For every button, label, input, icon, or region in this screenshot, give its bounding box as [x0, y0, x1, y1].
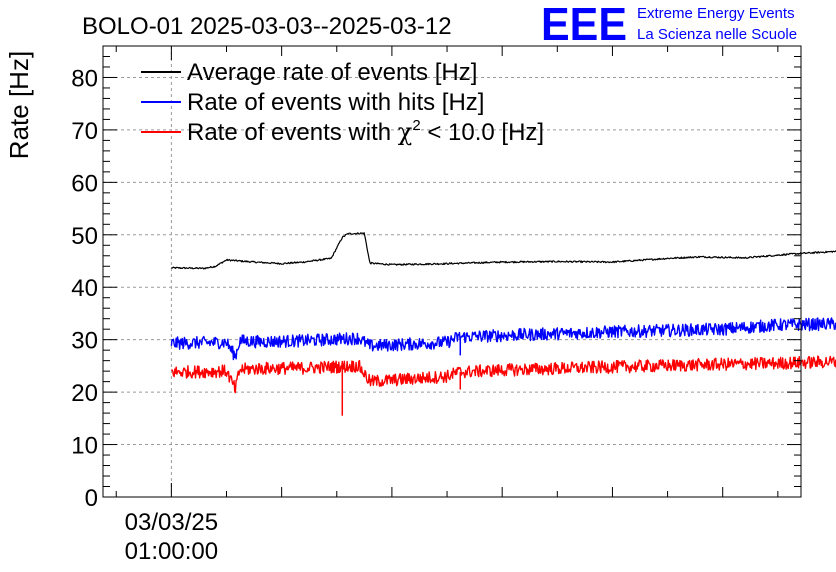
y-tick-label: 40	[71, 275, 98, 302]
series-layer	[170, 232, 836, 416]
axes: 0102030405060708003/03/2501:00:0010/03/2…	[71, 45, 802, 565]
logo-line-1: Extreme Energy Events	[637, 5, 795, 22]
grid	[103, 46, 801, 497]
y-tick-label: 60	[71, 170, 98, 197]
y-tick-label: 10	[71, 433, 98, 460]
x-tick-label-time: 01:00:00	[125, 538, 218, 565]
chart-title: BOLO-01 2025-03-03--2025-03-12	[82, 13, 452, 40]
plot-frame	[102, 45, 802, 498]
y-tick-label: 30	[71, 328, 98, 355]
eee-logo: EEE	[541, 0, 627, 50]
y-tick-label: 0	[85, 485, 98, 512]
y-axis-label: Rate [Hz]	[4, 51, 34, 159]
y-tick-label: 50	[71, 223, 98, 250]
logo-line-2: La Scienza nelle Scuole	[637, 26, 797, 43]
legend-label-chi2: Rate of events with χ2 < 10.0 [Hz]	[187, 117, 544, 146]
x-tick-label-date: 03/03/25	[125, 509, 218, 536]
series-line-chi2	[170, 355, 836, 393]
y-tick-label: 80	[71, 65, 98, 92]
legend-label-hits: Rate of events with hits [Hz]	[187, 89, 484, 116]
series-line-average	[170, 232, 836, 270]
legend: Average rate of events [Hz] Rate of event…	[141, 59, 544, 146]
y-tick-label: 20	[71, 380, 98, 407]
y-tick-label: 70	[71, 118, 98, 145]
legend-label-average: Average rate of events [Hz]	[187, 59, 477, 86]
series-line-hits	[170, 317, 836, 361]
